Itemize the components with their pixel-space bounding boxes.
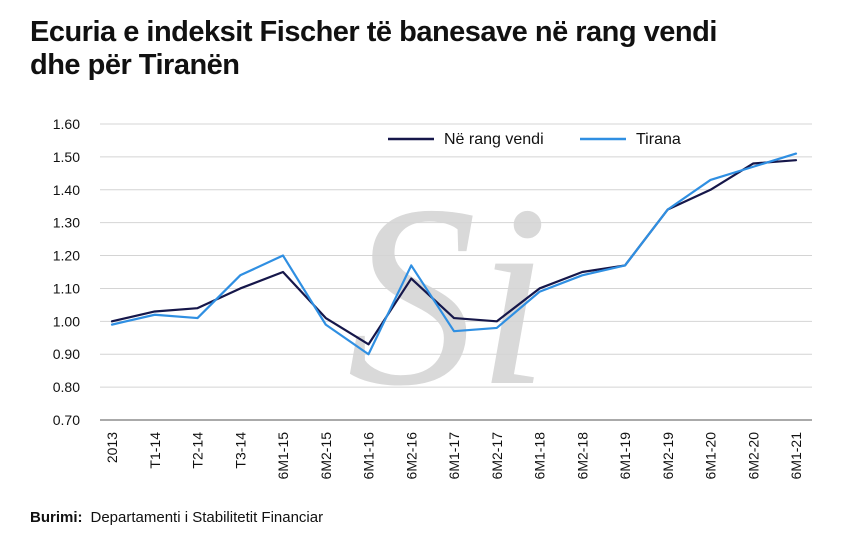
watermark-logo: Si — [347, 152, 549, 440]
x-tick-label: 6M2-19 — [660, 432, 676, 480]
chart-title-line-2: dhe për Tiranën — [30, 49, 240, 81]
x-tick-label: 6M1-16 — [361, 432, 377, 480]
x-tick-label: 6M1-19 — [617, 432, 633, 480]
chart-title-line-1: Ecuria e indeksit Fischer të banesave në… — [30, 16, 717, 48]
series-line-tirana — [110, 152, 798, 356]
legend-label: Në rang vendi — [444, 131, 544, 148]
x-tick-label: 6M1-20 — [703, 432, 719, 480]
x-tick-label: 2013 — [104, 432, 120, 463]
y-tick-label: 0.90 — [53, 346, 80, 362]
x-tick-label: T1-14 — [147, 432, 163, 469]
legend: Në rang vendi Tirana — [388, 131, 681, 148]
y-tick-label: 1.60 — [53, 116, 80, 132]
chart-title: Ecuria e indeksit Fischer të banesave në… — [30, 16, 717, 82]
x-tick-label: 6M2-20 — [745, 432, 761, 480]
grid-lines — [100, 123, 812, 421]
y-tick-label: 1.30 — [53, 215, 80, 231]
y-tick-label: 1.00 — [53, 313, 80, 329]
series-lines — [110, 152, 798, 356]
source-text: Departamenti i Stabilitetit Financiar — [90, 509, 324, 526]
legend-label: Tirana — [636, 131, 681, 148]
x-tick-label: 6M2-17 — [489, 432, 505, 480]
y-tick-label: 0.70 — [53, 412, 80, 428]
y-tick-label: 1.50 — [53, 149, 80, 165]
x-tick-label: 6M2-18 — [574, 432, 590, 480]
x-tick-label: 6M2-15 — [318, 432, 334, 480]
x-tick-label: 6M1-21 — [788, 432, 804, 480]
y-tick-label: 1.20 — [53, 248, 80, 264]
x-tick-label: 6M2-16 — [403, 432, 419, 480]
y-tick-label: 1.10 — [53, 280, 80, 296]
x-axis: 2013 T1-14 T2-14 T3-14 6M1-15 6M2-15 6M1-16 6M2… — [104, 432, 804, 480]
x-tick-label: 6M1-15 — [275, 432, 291, 480]
line-chart: Si 0.70 0.80 0.90 1.00 1.10 1.20 1.30 1.40 1.50 1… — [53, 116, 812, 480]
y-axis: 0.70 0.80 0.90 1.00 1.10 1.20 1.30 1.40 1.50 1.60 — [53, 116, 80, 428]
y-tick-label: 1.40 — [53, 182, 80, 198]
series-line-national — [110, 159, 798, 346]
x-tick-label: T2-14 — [190, 432, 206, 469]
x-tick-label: T3-14 — [232, 432, 248, 469]
y-tick-label: 0.80 — [53, 379, 80, 395]
x-tick-label: 6M1-18 — [532, 432, 548, 480]
x-tick-label: 6M1-17 — [446, 432, 462, 480]
source-note: Burimi: Departamenti i Stabilitetit Finan… — [30, 509, 323, 526]
source-label: Burimi: — [30, 509, 83, 526]
